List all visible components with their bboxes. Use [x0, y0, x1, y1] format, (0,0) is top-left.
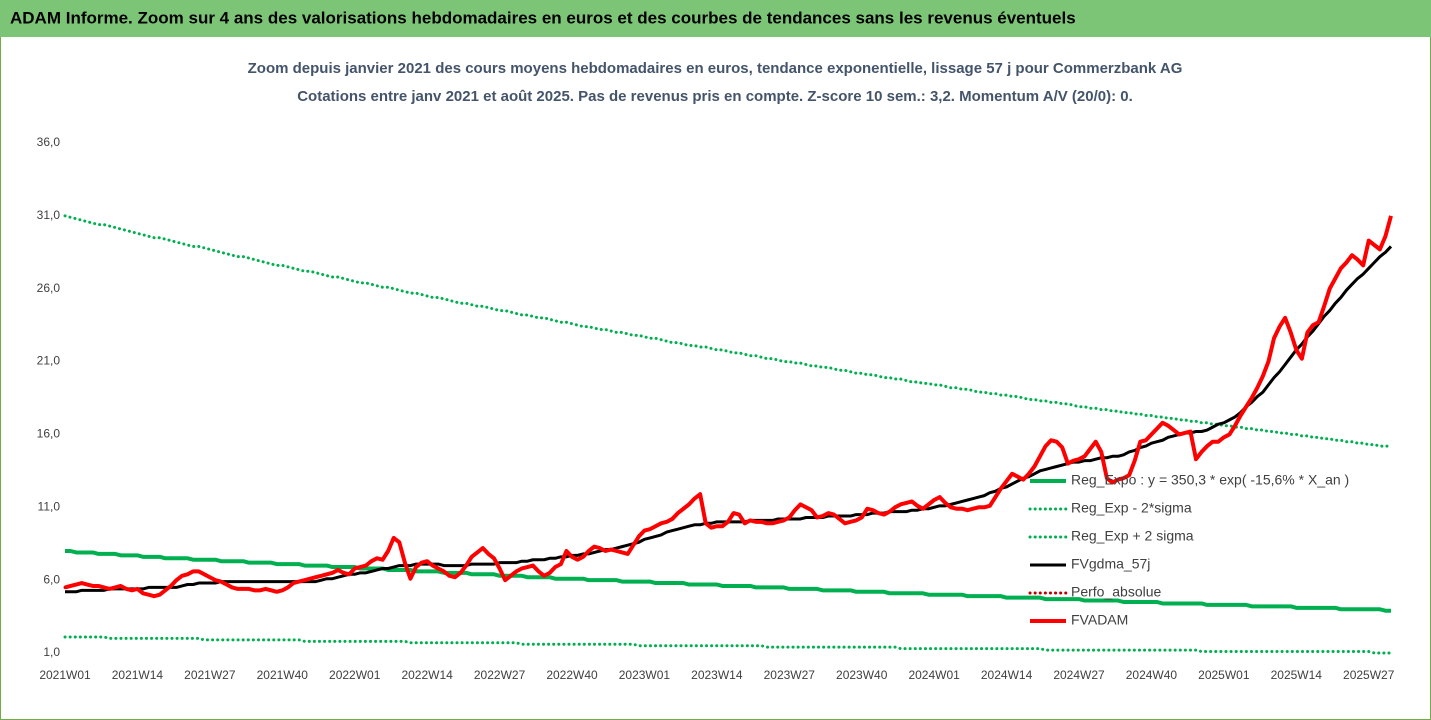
x-tick-label: 2021W14	[112, 668, 164, 682]
chart-subtitle: Cotations entre janv 2021 et août 2025. …	[297, 88, 1133, 105]
series-line	[64, 215, 1393, 599]
header-title: ADAM Informe. Zoom sur 4 ans des valoris…	[10, 8, 1076, 27]
header-bar	[0, 0, 1431, 37]
y-tick-label: 21,0	[37, 354, 61, 368]
y-tick-label: 6,0	[43, 572, 60, 586]
legend-label: FVADAM	[1071, 612, 1128, 628]
x-tick-label: 2022W14	[401, 668, 453, 682]
x-tick-label: 2025W27	[1343, 668, 1395, 682]
x-tick-label: 2021W40	[257, 668, 309, 682]
x-tick-label: 2025W01	[1198, 668, 1250, 682]
legend-label: Reg_Exp + 2 sigma	[1071, 528, 1194, 544]
x-tick-label: 2023W40	[836, 668, 888, 682]
series-line	[63, 214, 1393, 448]
legend-label: Reg_Expo : y = 350,3 * exp( -15,6% * X_a…	[1071, 472, 1349, 488]
y-tick-label: 36,0	[37, 135, 61, 149]
x-tick-label: 2023W01	[619, 668, 671, 682]
x-tick-label: 2022W27	[474, 668, 526, 682]
x-tick-label: 2025W14	[1271, 668, 1323, 682]
legend-label: FVgdma_57j	[1071, 556, 1150, 572]
x-tick-label: 2023W27	[764, 668, 816, 682]
y-tick-label: 16,0	[37, 427, 61, 441]
x-tick-label: 2023W14	[691, 668, 743, 682]
y-tick-label: 11,0	[38, 499, 61, 513]
x-tick-label: 2024W40	[1126, 668, 1178, 682]
x-tick-label: 2021W01	[39, 668, 91, 682]
x-tick-label: 2024W14	[981, 668, 1033, 682]
y-tick-label: 31,0	[37, 208, 61, 222]
series-line	[65, 549, 1391, 613]
legend-label: Perfo_absolue	[1071, 584, 1162, 600]
x-tick-label: 2022W40	[546, 668, 598, 682]
x-tick-label: 2022W01	[329, 668, 381, 682]
x-tick-label: 2024W27	[1053, 668, 1105, 682]
x-tick-label: 2021W27	[184, 668, 236, 682]
y-tick-label: 26,0	[37, 281, 61, 295]
x-tick-label: 2024W01	[908, 668, 960, 682]
legend-label: Reg_Exp - 2*sigma	[1071, 500, 1192, 516]
y-tick-label: 1,0	[43, 645, 60, 659]
series-line	[63, 635, 1393, 655]
chart-title: Zoom depuis janvier 2021 des cours moyen…	[248, 60, 1183, 77]
